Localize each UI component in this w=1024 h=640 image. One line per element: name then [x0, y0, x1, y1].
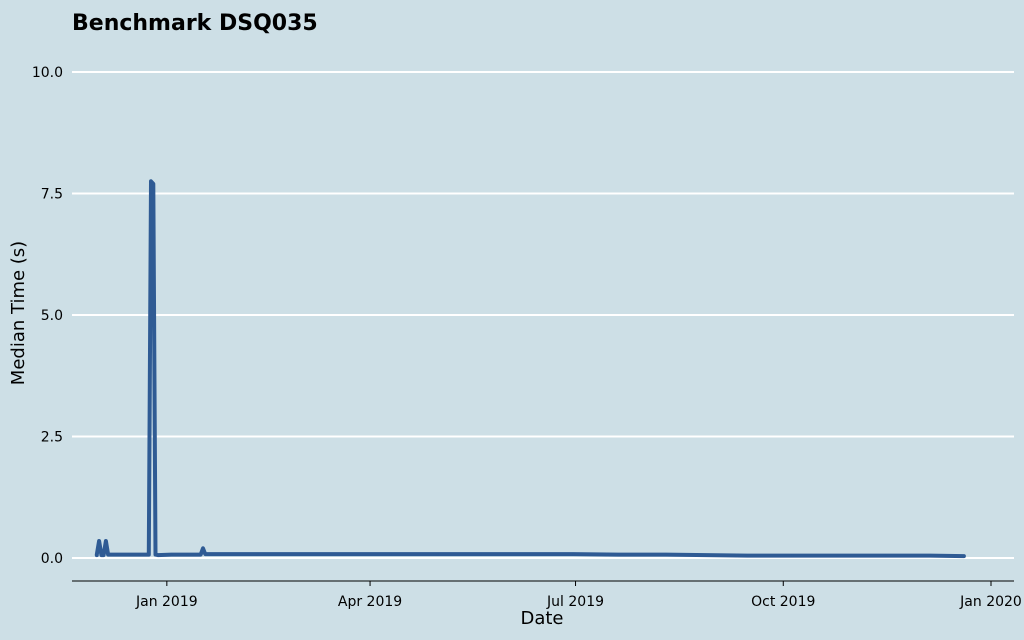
y-tick-label: 0.0 — [41, 551, 63, 567]
data-point — [664, 553, 668, 556]
y-tick-label: 10.0 — [32, 65, 63, 81]
data-point — [617, 553, 620, 556]
data-point — [170, 553, 173, 556]
y-tick-label: 2.5 — [41, 430, 63, 446]
x-axis-title: Date — [520, 608, 563, 629]
data-point — [102, 553, 105, 557]
data-point — [116, 553, 119, 556]
y-tick-label: 5.0 — [41, 308, 63, 324]
data-point — [389, 552, 392, 556]
x-tick-label: Jul 2019 — [546, 594, 604, 610]
data-point — [204, 552, 207, 556]
data-point — [705, 553, 708, 557]
x-tick-label: Apr 2019 — [338, 594, 402, 610]
data-point — [572, 552, 575, 556]
data-point — [256, 552, 259, 556]
data-point — [928, 554, 932, 557]
data-point — [199, 553, 202, 556]
chart-title: Benchmark DSQ035 — [72, 11, 318, 36]
data-point — [100, 553, 103, 557]
data-point — [186, 553, 189, 556]
data-point — [138, 553, 141, 556]
data-point — [106, 553, 110, 556]
series-line-0 — [94, 179, 966, 559]
data-point — [95, 553, 99, 556]
data-point — [219, 552, 223, 556]
x-tick-label: Jan 2020 — [959, 594, 1022, 610]
data-point — [836, 554, 839, 557]
x-tick-label: Jan 2019 — [135, 594, 198, 610]
data-point — [201, 547, 205, 550]
data-point — [154, 553, 157, 556]
data-point — [341, 552, 345, 556]
y-tick-label: 7.5 — [41, 187, 63, 203]
x-tick-label: Oct 2019 — [751, 594, 815, 610]
data-point — [97, 539, 101, 543]
x-axis-ticks: Jan 2019 Apr 2019 Jul 2019 Oct 2019 Jan 2020 — [135, 581, 1022, 610]
data-point — [156, 553, 159, 557]
data-point — [745, 554, 749, 557]
y-axis-ticks: 0.0 2.5 5.0 7.5 10.0 — [32, 65, 63, 567]
data-point — [298, 552, 302, 556]
data-point — [962, 554, 966, 558]
y-axis-title: Median Time (s) — [8, 241, 29, 385]
data-point — [436, 552, 439, 556]
data-point — [883, 554, 887, 557]
data-point — [149, 180, 153, 183]
data-point — [479, 552, 482, 556]
data-point — [791, 554, 794, 557]
data-point — [147, 553, 150, 556]
data-point — [152, 182, 155, 185]
series-group — [94, 179, 966, 559]
data-point — [104, 539, 108, 543]
data-point — [127, 553, 130, 556]
data-point — [526, 552, 530, 556]
gridlines — [72, 71, 1014, 559]
